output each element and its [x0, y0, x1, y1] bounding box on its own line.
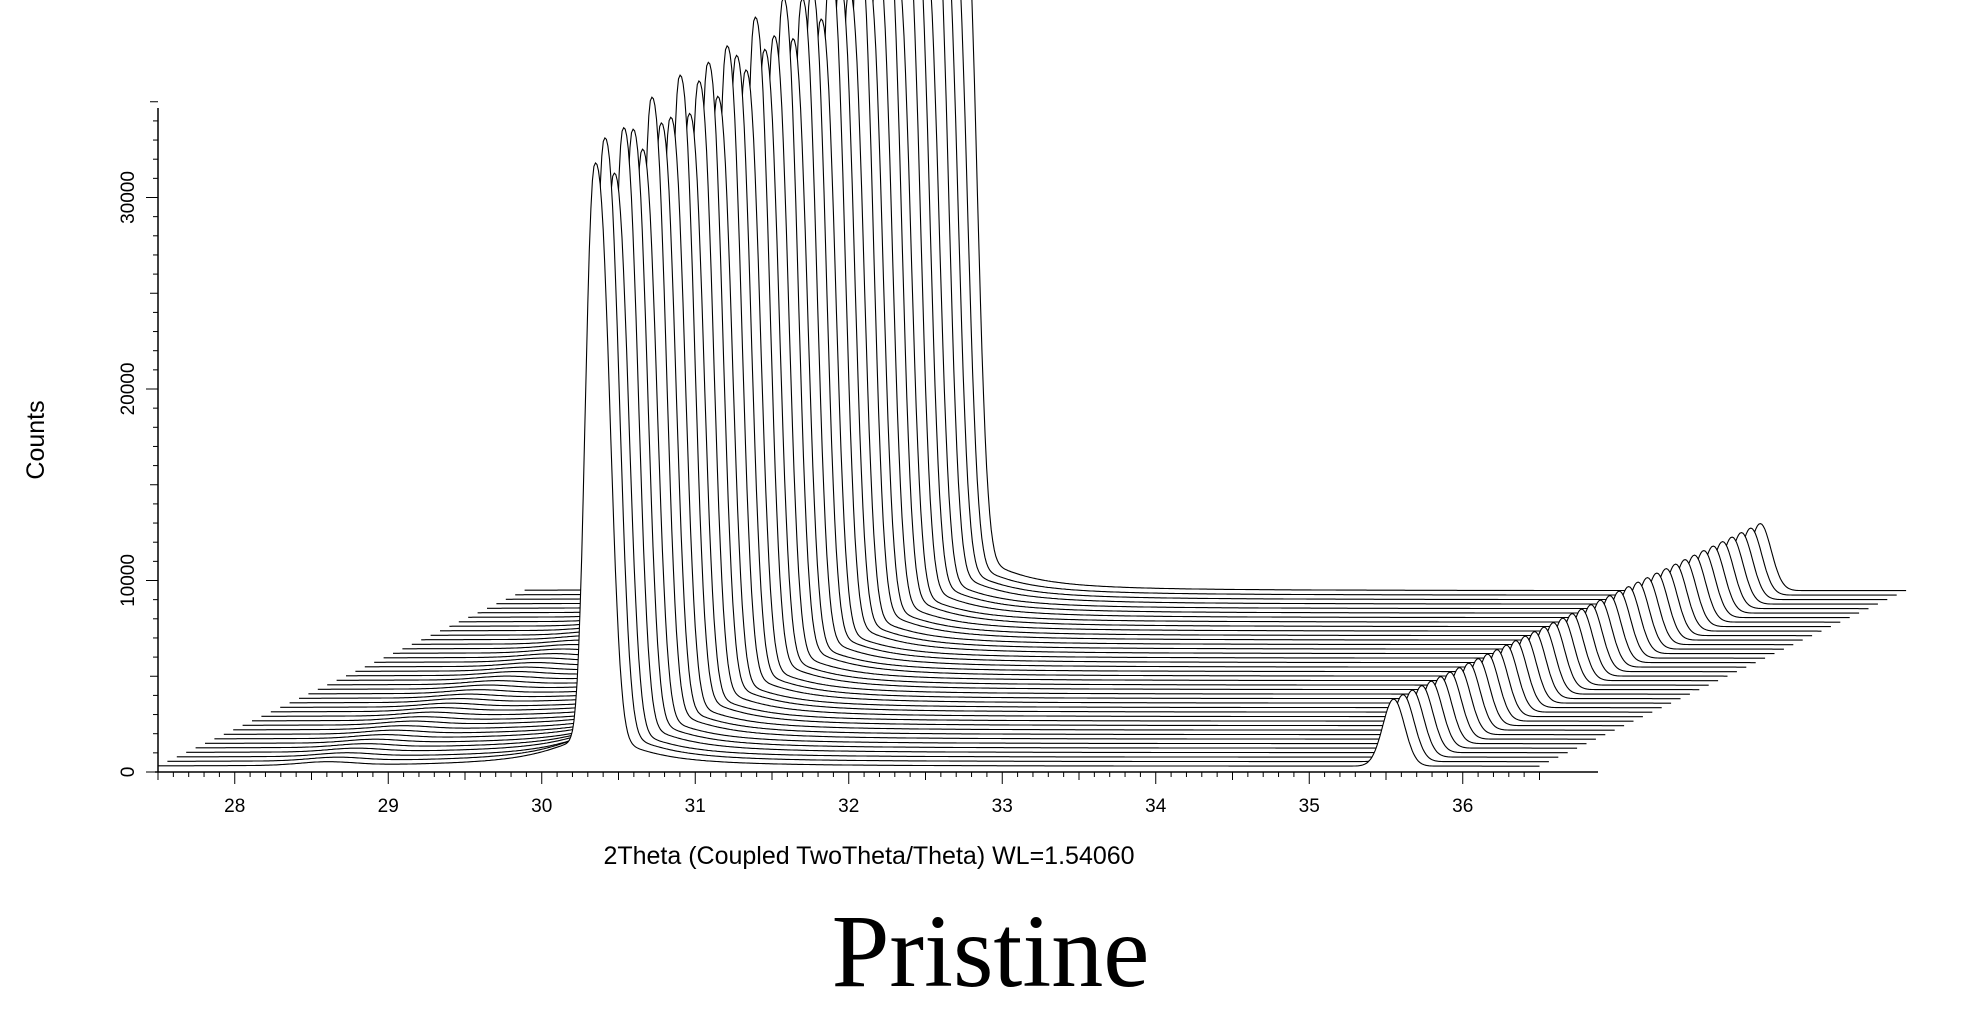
x-tick-label: 33 [992, 796, 1013, 817]
scan-line [186, 126, 1568, 754]
x-tick-label: 34 [1145, 796, 1167, 817]
scan-traces [158, 0, 1907, 774]
scan-line [355, 37, 1737, 673]
x-tick-label: 31 [685, 796, 706, 817]
figure-caption: Pristine [831, 894, 1150, 1009]
scan-trace [364, 0, 1747, 675]
y-ticks: 0 10000 20000 30000 [118, 101, 158, 778]
y-tick-label: 10000 [118, 554, 139, 607]
x-ticks: 28 29 30 31 32 33 34 35 36 [157, 772, 1540, 817]
scan-line [167, 136, 1549, 763]
scan-line [176, 172, 1559, 758]
axes: 28 29 30 31 32 33 34 35 36 0 10000 20000 30000 [118, 101, 1598, 817]
y-tick-label: 0 [118, 767, 139, 778]
scan-line [195, 128, 1578, 749]
x-tick-label: 30 [531, 796, 552, 817]
scan-line [223, 122, 1606, 736]
x-tick-label: 35 [1299, 796, 1320, 817]
y-tick-label: 30000 [118, 171, 139, 224]
x-tick-label: 28 [224, 796, 245, 817]
y-axis-title: Counts [22, 400, 50, 479]
scan-line [205, 148, 1587, 745]
scan-line [346, 0, 1728, 677]
x-tick-label: 32 [838, 796, 859, 817]
x-axis-title: 2Theta (Coupled TwoTheta/Theta) WL=1.540… [603, 842, 1134, 870]
scan-line [214, 96, 1596, 740]
x-tick-label: 29 [378, 796, 399, 817]
scan-line [158, 162, 1540, 767]
scan-line [364, 0, 1747, 668]
x-tick-label: 36 [1452, 796, 1473, 817]
y-tick-label: 20000 [118, 363, 139, 416]
